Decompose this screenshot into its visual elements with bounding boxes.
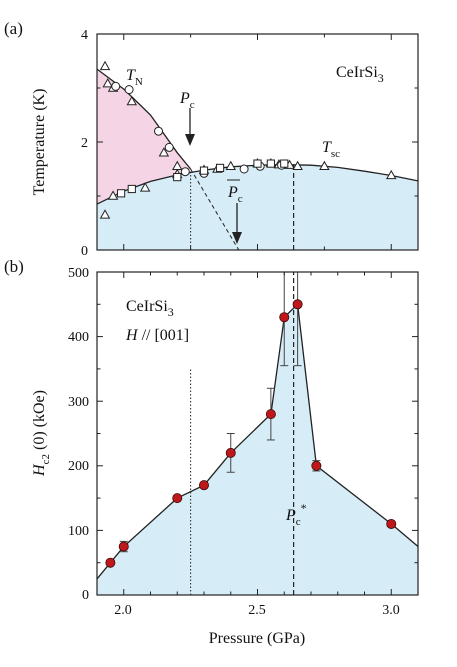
data-point-square [199,166,209,175]
tn-label: TN [126,67,143,88]
b-ytick-500: 500 [68,266,89,281]
hc2-markers [105,299,397,568]
data-point-square [173,173,182,182]
hc2-data-point [118,541,129,552]
data-point-triangle [292,160,303,170]
pc-arrow-head [185,134,195,146]
data-point-triangle [139,182,151,192]
hc2-data-point [292,299,303,310]
data-point-circle [180,167,190,177]
hc2-data-point [265,409,276,420]
pc-star-label: Pc* [285,501,307,528]
data-point-square [116,189,126,198]
panel-b-ylabel: Hc2 (0) (kOe) [31,390,52,477]
superconducting-region [97,164,418,250]
panel-a: (a) Temperature (K) 4 2 0 CeIrSi3 TN Tsc… [4,19,419,259]
antiferromagnetic-region [97,69,191,205]
data-point-circle [164,142,174,152]
b-xtick-2.5: 2.5 [248,603,266,618]
hc2-region [97,304,418,595]
panel-b-label: (b) [4,257,24,276]
b-ytick-400: 400 [68,330,89,345]
panel-b-xlabel: Pressure (GPa) [209,630,305,647]
b-ytick-300: 300 [68,395,89,410]
panel-b-compound-label: CeIrSi3 [126,298,174,319]
b-ytick-0: 0 [82,588,89,603]
panel-a-ticks [97,33,418,251]
data-point-circle [124,85,134,95]
hc2-data-point [172,493,183,504]
a-ytick-4: 4 [81,28,88,43]
data-point-triangle [99,209,111,219]
hc2-data-point [225,447,236,458]
panel-a-markers [99,60,397,219]
data-point-triangle [158,147,170,157]
panel-a-ylabel: Temperature (K) [31,89,48,196]
data-point-triangle [99,60,111,71]
hc2-data-point [386,518,397,529]
panel-b-ticks [96,271,419,596]
b-xtick-3.0: 3.0 [382,603,400,618]
pc-label: Pc [179,90,195,111]
data-point-square [127,184,136,194]
tn-extrapolation-line [190,168,240,250]
b-ytick-100: 100 [68,524,89,539]
tsc-label: Tsc [322,139,340,160]
data-point-triangle [225,160,237,170]
field-direction-label: H // [001] [125,327,189,344]
pc-bar-arrow-head [232,232,242,244]
b-ytick-200: 200 [68,459,89,474]
panel-a-compound-label: CeIrSi3 [336,64,384,85]
b-xtick-2.0: 2.0 [114,603,132,618]
data-point-circle [111,81,121,91]
data-point-square [280,159,289,168]
data-point-square [253,159,262,168]
pc-bar-label: Pc [227,184,243,205]
data-point-triangle [385,169,397,180]
hc2-data-point [198,480,209,491]
hc2-data-point [279,312,290,323]
data-point-triangle [319,160,330,170]
data-point-square [266,159,275,168]
data-point-circle [154,126,164,136]
data-point-triangle [126,95,138,106]
panel-a-label: (a) [4,19,23,38]
a-ytick-2: 2 [81,136,88,151]
a-ytick-0: 0 [81,244,88,259]
hc2-data-point [311,460,322,471]
data-point-triangle [107,190,119,200]
panel-b: (b) 500 400 300 200 100 0 2.0 2.5 3.0 Pr… [4,257,419,647]
data-point-square [215,163,225,173]
data-point-triangle [102,78,113,88]
data-point-circle [239,164,249,174]
hc2-data-point [105,557,116,568]
